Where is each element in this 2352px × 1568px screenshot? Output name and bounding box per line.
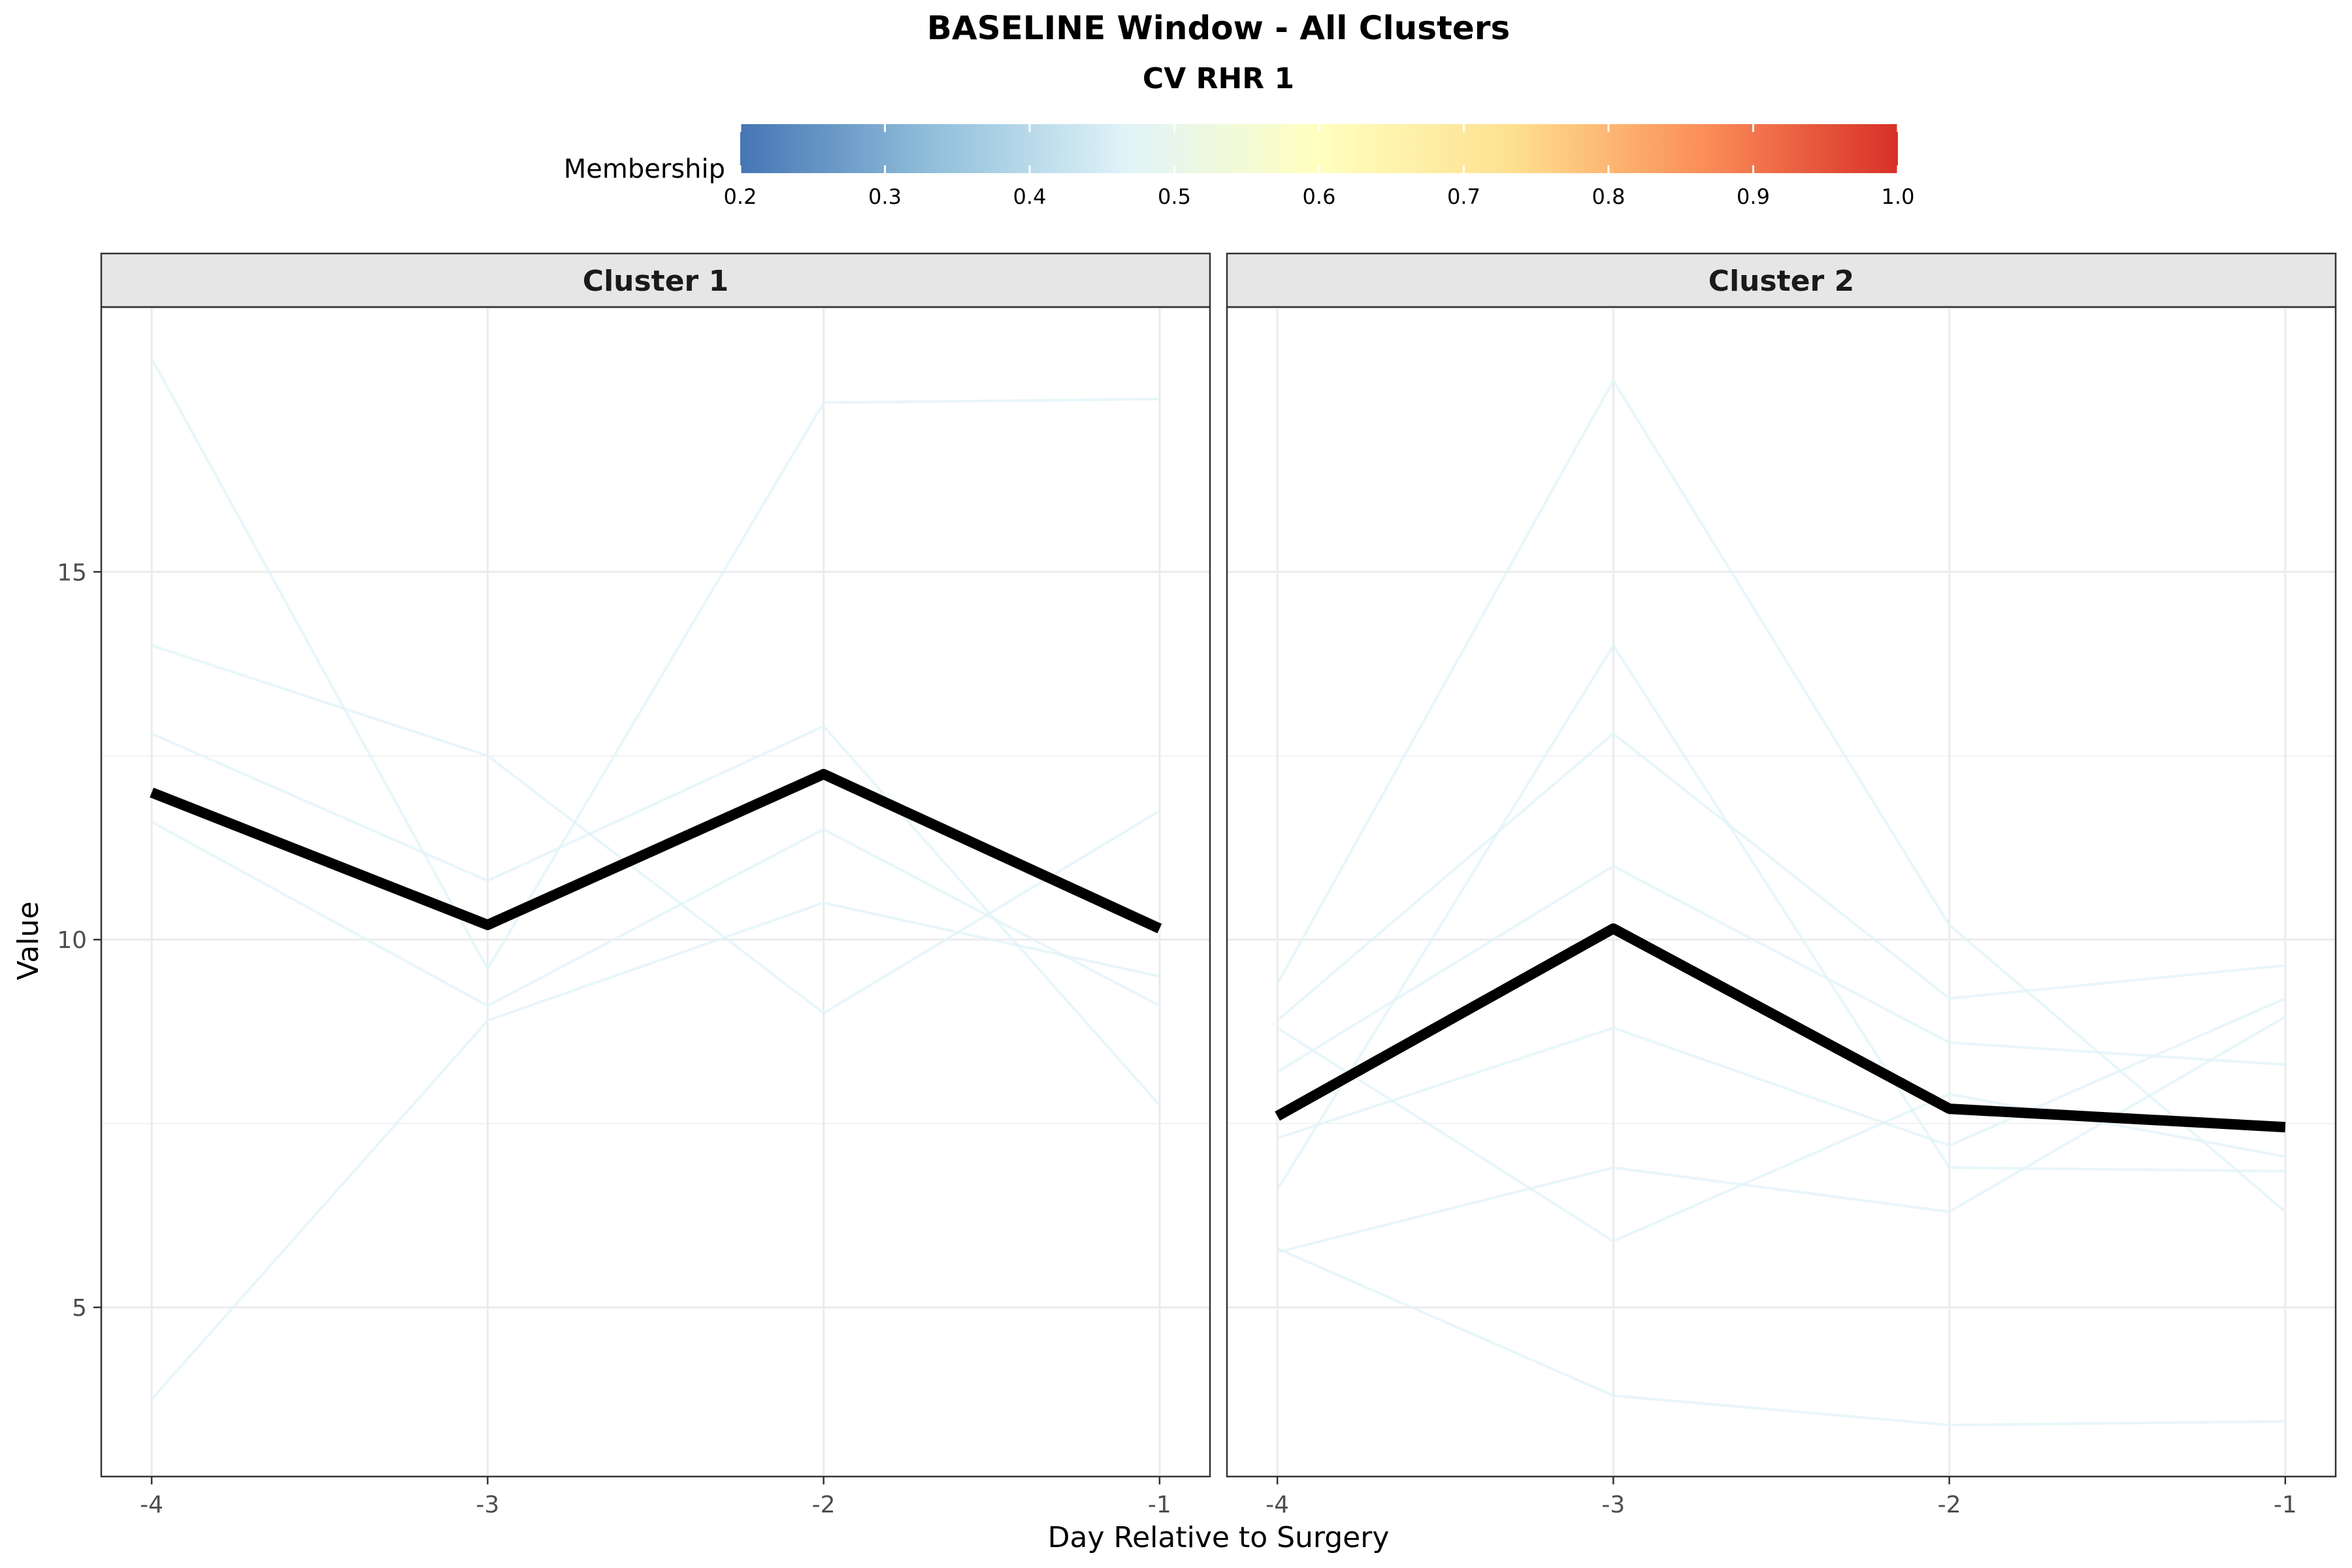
legend-tick-label: 1.0 xyxy=(1882,184,1915,209)
member-line xyxy=(1276,379,2287,1213)
x-tick-label: -3 xyxy=(476,1492,499,1518)
member-line xyxy=(151,725,1161,1106)
y-tick-label: 15 xyxy=(57,559,87,586)
member-line xyxy=(150,357,1160,971)
panel-border xyxy=(1226,306,2337,1478)
strip-background xyxy=(100,252,1211,308)
member-line xyxy=(1276,644,2285,1190)
x-tick-label: -2 xyxy=(812,1492,836,1518)
strip-background xyxy=(1226,252,2337,308)
member-line xyxy=(1276,732,2286,1022)
strip-label: Cluster 2 xyxy=(1708,265,1854,298)
x-axis-title: Day Relative to Surgery xyxy=(1048,1521,1390,1554)
member-line xyxy=(151,821,1160,1007)
legend-tick-label: 0.2 xyxy=(724,184,757,209)
member-line xyxy=(150,901,1160,1401)
legend-tick-label: 0.9 xyxy=(1737,184,1770,209)
x-axis: -4 -3 -2 -1 -4 -3 -2 -1 xyxy=(140,1477,2297,1518)
x-tick-label: -1 xyxy=(1148,1492,1171,1518)
chart-subtitle: CV RHR 1 xyxy=(1143,62,1294,95)
legend-tick-label: 0.4 xyxy=(1013,184,1047,209)
legend-tick-label: 0.8 xyxy=(1592,184,1625,209)
member-line xyxy=(1277,1247,2285,1427)
panel-cluster-1: Cluster 1 xyxy=(100,252,1211,1478)
y-tick-label: 5 xyxy=(72,1295,87,1322)
x-tick-label: -1 xyxy=(2274,1492,2297,1518)
member-line xyxy=(1277,1026,2286,1243)
legend-colorbar xyxy=(740,124,1898,173)
x-tick-label: -4 xyxy=(140,1492,163,1518)
legend-tick-label: 0.6 xyxy=(1303,184,1336,209)
member-line xyxy=(1277,997,2286,1147)
strip-label: Cluster 1 xyxy=(583,265,728,298)
x-tick-label: -2 xyxy=(1938,1492,1961,1518)
legend-tick-label: 0.7 xyxy=(1447,184,1480,209)
legend-tick-label: 0.3 xyxy=(868,184,902,209)
panel-border xyxy=(100,306,1211,1478)
y-axis-title: Value xyxy=(12,902,45,981)
cluster-center-line xyxy=(150,768,1162,934)
x-tick-label: -4 xyxy=(1266,1492,1289,1518)
y-tick-label: 10 xyxy=(57,927,87,954)
legend-tick-label: 0.5 xyxy=(1158,184,1191,209)
member-line xyxy=(151,644,1160,1015)
panel-cluster-2: Cluster 2 xyxy=(1226,252,2337,1478)
legend-title: Membership xyxy=(564,154,725,184)
member-line xyxy=(1277,864,2285,1073)
y-axis: 5 10 15 xyxy=(57,559,101,1322)
x-tick-label: -3 xyxy=(1601,1492,1625,1518)
chart-title: BASELINE Window - All Clusters xyxy=(927,9,1510,47)
membership-legend: Membership 0.2 0.3 0.4 0.5 0.6 0.7 0.8 0.9 1.0 xyxy=(564,124,1915,209)
cluster-center-line xyxy=(1275,923,2286,1133)
